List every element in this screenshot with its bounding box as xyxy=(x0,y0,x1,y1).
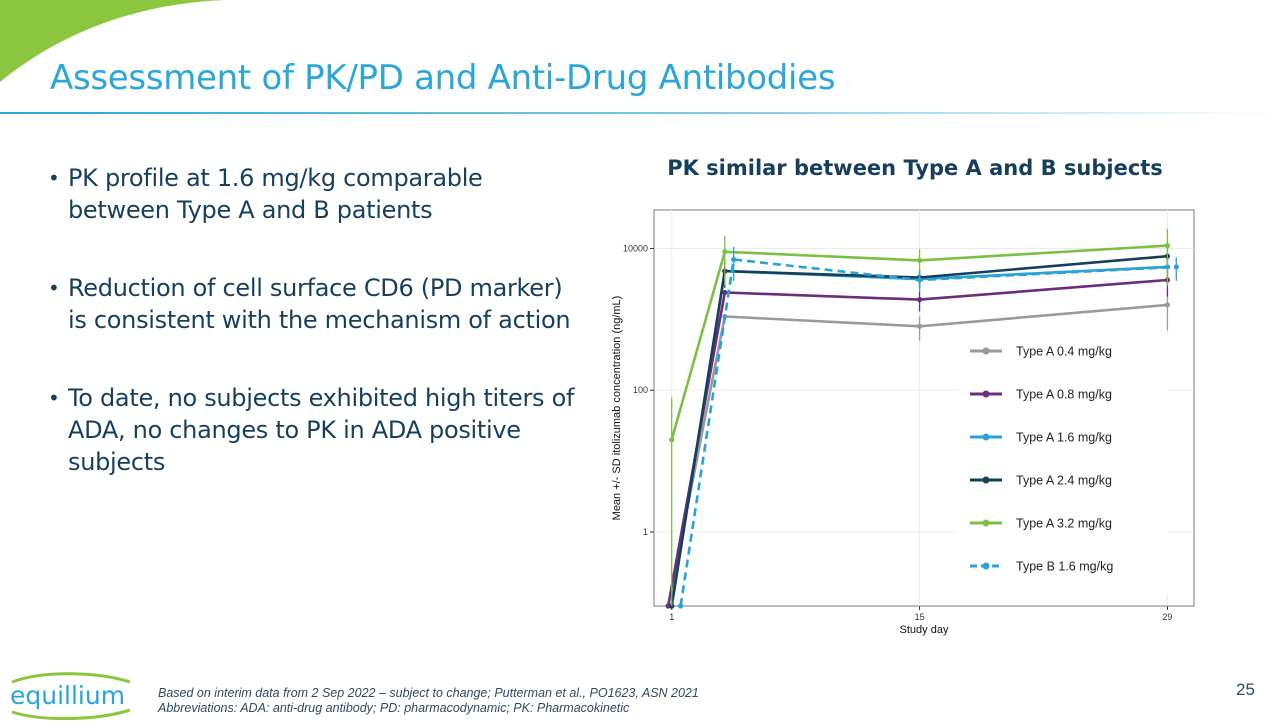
data-point xyxy=(722,249,728,255)
series-line xyxy=(670,254,1168,607)
footnote-source: Based on interim data from 2 Sep 2022 – … xyxy=(158,686,699,700)
chart-title: PK similar between Type A and B subjects xyxy=(667,156,1163,180)
equillium-logo: equillium xyxy=(4,668,144,725)
legend-marker xyxy=(982,562,990,570)
footnote-abbreviations: Abbreviations: ADA: anti-drug antibody; … xyxy=(158,701,630,715)
data-point xyxy=(722,289,728,296)
title-divider xyxy=(0,112,1280,114)
data-point xyxy=(1173,264,1179,270)
data-point xyxy=(1164,302,1171,308)
data-point xyxy=(1164,243,1171,249)
data-point xyxy=(916,257,923,264)
legend-label: Type B 1.6 mg/kg xyxy=(1016,560,1113,574)
data-point xyxy=(916,277,923,283)
legend-marker xyxy=(982,519,990,527)
legend-marker xyxy=(982,390,990,398)
legend-box xyxy=(958,335,1168,595)
bullet-list: PK profile at 1.6 mg/kg comparable betwe… xyxy=(48,162,578,524)
x-tick-label: 29 xyxy=(1162,612,1172,622)
legend-label: Type A 2.4 mg/kg xyxy=(1016,474,1112,488)
series-line xyxy=(670,244,1168,441)
legend-marker xyxy=(982,347,990,355)
data-point xyxy=(669,437,675,443)
x-tick-label: 1 xyxy=(669,612,674,622)
x-tick-label: 15 xyxy=(915,612,925,622)
slide-title: Assessment of PK/PD and Anti-Drug Antibo… xyxy=(50,58,836,98)
bullet-item: To date, no subjects exhibited high tite… xyxy=(48,382,578,478)
y-tick-label: 1 xyxy=(643,527,648,537)
x-axis-title: Study day xyxy=(900,624,949,636)
bullet-item: Reduction of cell surface CD6 (PD marker… xyxy=(48,272,578,336)
legend-marker xyxy=(982,476,990,484)
logo-wordmark: equillium xyxy=(10,681,125,710)
series-line xyxy=(666,303,1168,607)
y-axis-title: Mean +/- SD itolizumab concentration (ng… xyxy=(611,296,623,521)
footnote: Based on interim data from 2 Sep 2022 – … xyxy=(158,686,699,716)
data-point xyxy=(677,603,684,609)
data-point xyxy=(916,297,923,303)
legend-label: Type A 0.8 mg/kg xyxy=(1016,388,1112,402)
pk-line-chart: 1 15 29 1 100 10000 Study day Mean +/- SD itoli… xyxy=(611,209,1195,636)
y-tick-label: 100 xyxy=(633,385,648,395)
legend-marker xyxy=(982,433,990,441)
data-point xyxy=(731,256,737,263)
legend-label: Type A 3.2 mg/kg xyxy=(1016,517,1112,531)
series-line xyxy=(679,258,1177,607)
bullet-item: PK profile at 1.6 mg/kg comparable betwe… xyxy=(48,162,578,226)
page-number: 25 xyxy=(1236,680,1255,699)
corner-swoosh-graphic xyxy=(0,0,225,82)
data-point xyxy=(916,323,923,329)
y-tick-label: 10000 xyxy=(623,244,648,254)
legend-label: Type A 1.6 mg/kg xyxy=(1016,431,1112,445)
legend-label: Type A 0.4 mg/kg xyxy=(1016,345,1112,359)
